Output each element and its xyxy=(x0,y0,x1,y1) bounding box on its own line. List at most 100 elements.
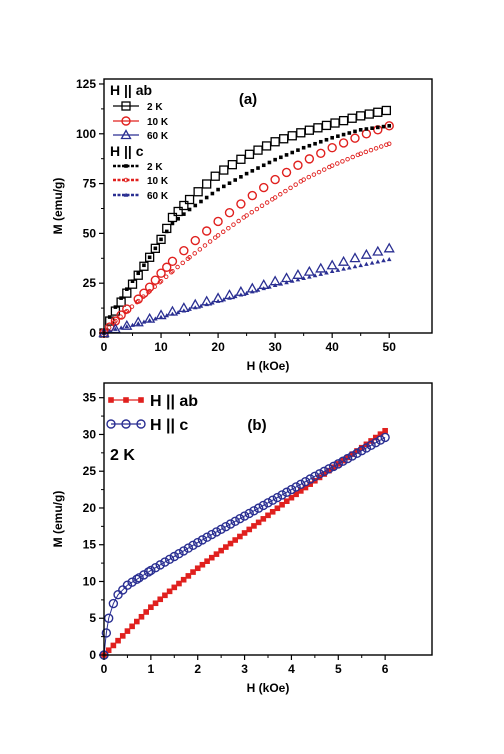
data-point xyxy=(349,451,356,457)
data-point xyxy=(356,111,366,121)
data-point xyxy=(296,128,306,138)
data-point xyxy=(227,181,232,185)
data-point xyxy=(221,297,227,302)
data-point xyxy=(264,200,270,205)
series-a-5 xyxy=(101,141,392,336)
data-point xyxy=(175,264,180,270)
data-point xyxy=(298,488,304,494)
data-point xyxy=(293,491,299,498)
series-line xyxy=(103,430,386,656)
y-tick-label: 25 xyxy=(83,464,97,478)
series-b-2 xyxy=(99,432,390,660)
series-a-4 xyxy=(102,124,392,335)
data-point xyxy=(321,120,332,131)
legend-marker xyxy=(138,397,144,403)
data-point xyxy=(255,287,261,292)
data-point xyxy=(291,482,301,492)
plot-frame xyxy=(103,78,433,334)
data-point xyxy=(118,314,123,319)
data-point xyxy=(272,492,283,503)
legend-label: 60 K xyxy=(147,131,169,142)
data-point xyxy=(212,235,218,240)
data-point xyxy=(307,481,313,487)
data-point xyxy=(225,519,236,529)
y-tick-label: 10 xyxy=(83,574,97,588)
data-point xyxy=(349,252,361,263)
x-tick-label: 40 xyxy=(325,340,339,354)
data-point xyxy=(227,160,237,170)
data-point xyxy=(244,149,255,159)
data-point xyxy=(277,490,287,500)
data-point xyxy=(358,262,363,268)
data-point xyxy=(307,274,312,279)
data-point xyxy=(220,229,226,235)
data-point xyxy=(124,324,130,329)
data-point xyxy=(194,565,201,572)
legend-marker xyxy=(120,129,132,140)
legend-label: 60 K xyxy=(147,191,169,202)
legend-label: 2 K xyxy=(147,162,163,173)
data-point xyxy=(338,456,348,466)
data-point xyxy=(347,113,357,123)
data-point xyxy=(153,246,158,251)
data-point xyxy=(329,268,335,274)
data-point xyxy=(210,171,220,181)
legend-group-title: H || c xyxy=(110,143,144,159)
data-point xyxy=(156,268,166,278)
data-point xyxy=(274,505,281,512)
x-tick-label: 1 xyxy=(148,662,155,676)
data-point xyxy=(122,580,133,590)
data-point xyxy=(314,469,325,479)
legend-label: 2 K xyxy=(147,102,163,113)
x-axis-label: H (kOe) xyxy=(247,681,290,695)
data-point xyxy=(164,313,170,318)
data-point xyxy=(232,294,238,299)
data-point xyxy=(319,466,329,477)
data-point xyxy=(236,199,246,209)
data-point xyxy=(330,135,334,140)
data-point xyxy=(311,172,317,177)
data-point xyxy=(160,557,170,567)
data-point xyxy=(125,287,129,291)
data-point xyxy=(346,265,352,270)
data-point xyxy=(193,187,203,197)
data-point xyxy=(336,134,340,138)
data-point xyxy=(136,271,141,276)
data-point xyxy=(204,558,210,564)
data-point xyxy=(304,125,315,135)
data-point xyxy=(364,261,369,266)
data-point xyxy=(284,280,289,285)
data-point xyxy=(134,299,140,305)
data-point xyxy=(138,613,145,620)
data-point xyxy=(250,289,255,294)
data-point xyxy=(215,233,221,238)
x-tick-label: 20 xyxy=(211,340,225,354)
data-point xyxy=(293,160,303,170)
data-point xyxy=(221,521,231,532)
data-point xyxy=(347,451,358,461)
data-point xyxy=(382,427,388,434)
data-point xyxy=(213,551,220,557)
data-point xyxy=(350,154,355,160)
data-point xyxy=(208,554,215,561)
data-point xyxy=(283,188,288,194)
data-point xyxy=(358,128,363,132)
chart-panel-a: 0 10 20 30 40 50 0 25 50 75 100 125 H (kOe) M (emu/g)… xyxy=(51,77,433,373)
y-tick-label: 30 xyxy=(83,427,97,441)
data-point xyxy=(261,141,272,151)
data-point xyxy=(113,326,118,331)
data-point xyxy=(279,501,285,508)
data-point xyxy=(267,284,272,289)
data-point xyxy=(143,567,154,577)
data-point xyxy=(216,187,220,192)
data-point xyxy=(386,256,392,262)
data-point xyxy=(132,316,144,327)
legend-label: 10 K xyxy=(147,117,169,128)
data-point xyxy=(184,194,195,205)
data-point xyxy=(338,138,349,148)
data-point xyxy=(373,107,383,117)
data-point xyxy=(338,115,349,126)
data-point xyxy=(324,137,329,142)
data-point xyxy=(270,174,280,185)
legend-marker xyxy=(123,192,129,197)
